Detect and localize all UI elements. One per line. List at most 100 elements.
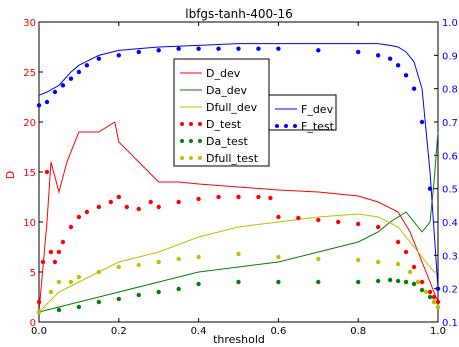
data-point-da-test <box>236 279 241 285</box>
data-point-da-test <box>196 281 201 287</box>
data-point-da-test <box>176 286 181 292</box>
data-point-d-test <box>40 259 46 265</box>
data-point-dfull-test <box>48 289 54 295</box>
y-left-tick-label: 10 <box>23 218 36 229</box>
series-line-da-dev <box>38 131 439 313</box>
data-point-d-test <box>336 219 341 225</box>
legend-swatch-dfull-test <box>198 156 202 160</box>
data-point-f-test <box>68 76 74 81</box>
data-point-f-test <box>236 46 241 51</box>
series-dots-dfull-test <box>36 251 441 315</box>
data-point-d-test <box>268 195 273 201</box>
legend-label-f-dev: F_dev <box>301 103 334 116</box>
series-line-f-dev <box>38 43 439 289</box>
data-point-da-test <box>427 294 433 300</box>
data-point-dfull-test <box>176 256 181 262</box>
data-point-dfull-test <box>36 309 42 315</box>
y-right-tick-label: 0.9 <box>442 51 458 62</box>
data-point-d-test <box>84 209 90 215</box>
data-point-f-test <box>276 46 281 51</box>
data-point-dfull-test <box>356 257 361 263</box>
y-right-tick-label: 0.8 <box>442 85 458 96</box>
data-point-d-test <box>76 214 82 220</box>
data-point-dfull-test <box>68 279 74 285</box>
data-point-d-test <box>48 249 54 255</box>
data-point-d-test <box>431 294 437 300</box>
series-line-d-dev <box>38 121 439 313</box>
data-point-d-test <box>256 194 261 200</box>
y-right-tick-label: 0.1 <box>442 318 458 329</box>
data-point-d-test <box>236 194 241 200</box>
data-point-f-test <box>176 46 181 51</box>
data-point-f-test <box>60 83 66 88</box>
data-point-d-test <box>316 217 321 223</box>
data-point-f-test <box>96 56 102 61</box>
y-right-tick-label: 0.7 <box>442 118 458 129</box>
data-point-da-test <box>356 279 361 285</box>
data-point-da-test <box>387 277 393 283</box>
data-point-dfull-test <box>276 254 281 260</box>
y-right-tick-label: 0.3 <box>442 251 458 262</box>
legend-label-dfull-test: Dfull_test <box>206 152 259 165</box>
data-point-da-test <box>411 281 417 287</box>
data-point-f-test <box>256 46 261 51</box>
data-point-dfull-test <box>196 254 201 260</box>
legend-swatch-da-test <box>189 139 193 143</box>
data-point-d-test <box>356 221 361 227</box>
data-point-da-test <box>116 296 122 302</box>
plot-area: 0.0 0.2 0.4 0.6 0.8 1.0 0 5 10 15 20 25 30 0.1 0.2 0.3 0… <box>23 18 458 337</box>
data-point-dfull-test <box>156 259 161 265</box>
data-point-f-test <box>411 86 417 91</box>
data-point-f-test <box>136 49 141 55</box>
y-left-tick-label: 0 <box>30 318 36 329</box>
x-axis-label: threshold <box>213 333 265 346</box>
data-point-f-test <box>316 48 321 53</box>
y-left-tick-label: 15 <box>23 168 36 179</box>
data-point-d-test <box>296 215 301 221</box>
y-left-tick-label: 5 <box>30 268 36 279</box>
data-point-dfull-test <box>435 304 441 310</box>
legend-label-d-test: D_test <box>206 118 242 131</box>
data-point-d-test <box>60 239 66 245</box>
y-right-tick-label: 0.4 <box>442 218 458 229</box>
x-tick-label: 0.4 <box>191 326 207 337</box>
data-point-d-test <box>36 299 42 305</box>
legend-swatch-d-test <box>189 122 193 126</box>
data-point-d-test <box>403 249 409 255</box>
data-point-da-test <box>276 279 281 285</box>
data-point-da-test <box>156 289 161 295</box>
data-point-d-test <box>148 199 153 205</box>
series-dots-d-test <box>36 169 441 305</box>
data-point-dfull-test <box>136 262 141 268</box>
data-point-d-test <box>435 299 441 305</box>
data-point-dfull-test <box>96 269 102 275</box>
legend-label-f-test: F_test <box>301 120 335 133</box>
data-point-f-test <box>52 89 58 95</box>
y-right-tick-label: 1.0 <box>442 18 458 29</box>
chart-title: lbfgs-tanh-400-16 <box>185 7 292 21</box>
data-point-da-test <box>395 278 401 284</box>
data-point-f-test <box>76 69 82 75</box>
legend-label-da-dev: Da_dev <box>206 84 247 97</box>
legend-swatch-f-test <box>275 124 279 128</box>
legend-swatch-da-test <box>180 139 184 143</box>
data-point-da-test <box>136 292 141 298</box>
data-point-d-test <box>196 196 201 202</box>
data-point-f-test <box>435 286 441 291</box>
x-tick-label: 0.8 <box>350 326 366 337</box>
data-point-d-test <box>108 199 114 205</box>
data-point-f-test <box>403 73 409 78</box>
data-point-dfull-test <box>375 259 381 265</box>
data-point-f-test <box>36 103 42 108</box>
x-tick-label: 0.2 <box>111 326 127 337</box>
data-point-dfull-test <box>431 299 437 305</box>
data-point-f-test <box>356 49 361 55</box>
data-point-d-test <box>124 204 129 210</box>
legend-swatch-da-test <box>198 139 202 143</box>
series-dots-f-test <box>36 46 441 291</box>
legend-label-d-dev: D_dev <box>206 67 241 80</box>
x-tick-label: 1.0 <box>430 326 446 337</box>
data-point-dfull-test <box>56 279 62 285</box>
legend-label-dfull-dev: Dfull_dev <box>206 101 258 114</box>
